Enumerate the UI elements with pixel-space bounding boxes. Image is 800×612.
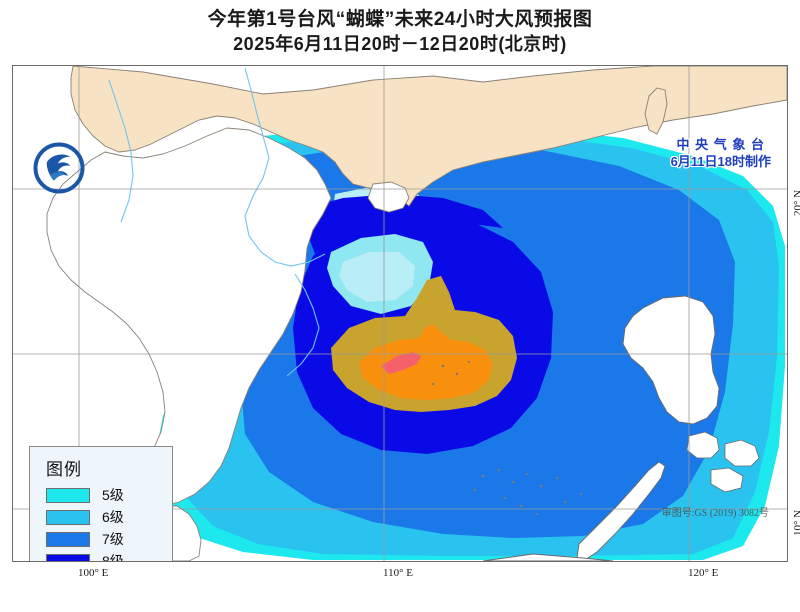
wind-forecast-map[interactable]: 中 央 气 象 台 6月11日18时制作 审图号:GS (2019) 3082号… xyxy=(12,65,788,562)
landmass-taiwan xyxy=(644,87,668,135)
legend-item-level6[interactable]: 6级 xyxy=(46,507,162,527)
legend-item-level8[interactable]: 8级 xyxy=(46,551,162,562)
legend-item-level5[interactable]: 5级 xyxy=(46,485,162,505)
legend-item-level7[interactable]: 7级 xyxy=(46,529,162,549)
lon-label-110e: 110° E xyxy=(383,567,413,579)
landmass-indochina xyxy=(46,127,332,507)
legend-label-level8: 8级 xyxy=(102,553,124,562)
legend-swatch-level6 xyxy=(46,509,90,525)
rivers xyxy=(108,67,326,377)
page-title: 今年第1号台风“蝴蝶”未来24小时大风预报图 xyxy=(207,9,593,30)
map-graphic xyxy=(13,66,787,561)
landmass-luzon xyxy=(622,295,720,425)
landmass-visayas xyxy=(686,431,760,493)
legend-label-level7: 7级 xyxy=(102,531,124,547)
legend-panel: 图例 5级 6级 7级 8级 9级 10级 11级 xyxy=(29,446,173,562)
legend-swatch-level8 xyxy=(46,553,90,561)
lat-label-10n: 10° N xyxy=(792,510,800,536)
legend-swatch-level7 xyxy=(46,531,90,547)
legend-label-level5: 5级 xyxy=(102,487,124,503)
scsea-islets xyxy=(431,360,583,516)
landmass-borneo xyxy=(482,553,614,561)
page-subtitle: 2025年6月11日20时－12日20时(北京时) xyxy=(233,34,567,54)
legend-title: 图例 xyxy=(46,460,82,479)
lat-label-20n: 20° N xyxy=(792,190,800,216)
calm-eye-pocket xyxy=(327,234,433,314)
wind-band-level10 xyxy=(359,324,493,400)
cma-dragon-logo-icon xyxy=(33,142,85,194)
lon-label-120e: 120° E xyxy=(688,567,719,579)
landmass-palawan xyxy=(576,461,666,561)
lon-label-100e: 100° E xyxy=(78,567,109,579)
wind-band-level11 xyxy=(381,352,421,374)
map-approval-number: 审图号:GS (2019) 3082号 xyxy=(661,508,769,519)
legend-label-level6: 6级 xyxy=(102,509,124,525)
legend-swatch-level5 xyxy=(46,487,90,503)
page-header: 今年第1号台风“蝴蝶”未来24小时大风预报图 2025年6月11日20时－12日… xyxy=(0,0,800,64)
landmass-hainan xyxy=(367,181,410,213)
